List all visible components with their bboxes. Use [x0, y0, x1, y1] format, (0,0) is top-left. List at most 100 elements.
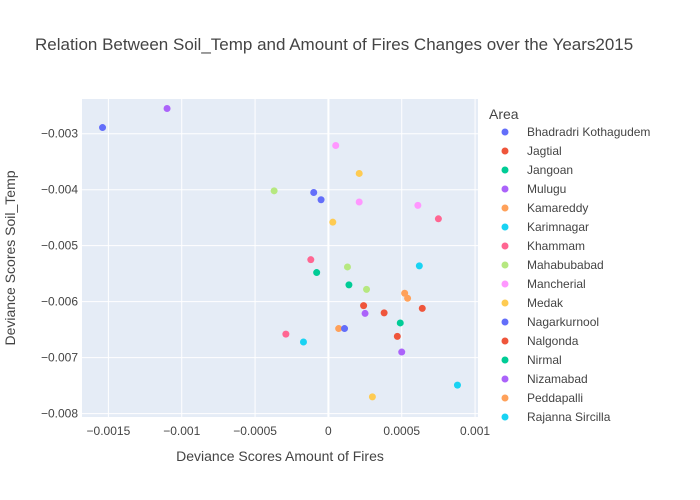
- legend-label: Khammam: [527, 239, 585, 253]
- data-point: [335, 325, 343, 333]
- legend-item[interactable]: Mulugu: [501, 182, 567, 196]
- legend-marker: [501, 242, 509, 250]
- legend-marker: [501, 394, 509, 402]
- legend-item[interactable]: Karimnagar: [501, 220, 590, 234]
- legend-label: Nalgonda: [527, 334, 579, 348]
- legend-marker: [501, 280, 509, 288]
- data-point: [414, 201, 422, 209]
- data-point: [313, 269, 321, 277]
- y-tick-label: −0.004: [41, 183, 78, 197]
- legend-marker: [501, 185, 509, 193]
- data-point: [282, 330, 290, 338]
- legend-item[interactable]: Rajanna Sircilla: [501, 410, 611, 424]
- legend-label: Peddapalli: [527, 391, 583, 405]
- data-point: [355, 198, 363, 206]
- data-point: [393, 332, 401, 340]
- legend-item[interactable]: Mahabubabad: [501, 258, 604, 272]
- legend-marker: [501, 261, 509, 269]
- chart-title: Relation Between Soil_Temp and Amount of…: [35, 35, 633, 54]
- legend-label: Medak: [527, 296, 564, 310]
- data-point: [404, 294, 412, 302]
- data-point: [415, 262, 423, 270]
- data-point: [99, 124, 107, 132]
- y-tick-label: −0.007: [41, 351, 78, 365]
- legend-title: Area: [489, 106, 519, 122]
- data-point: [380, 309, 388, 317]
- data-point: [163, 105, 171, 113]
- x-tick-label: 0.0005: [383, 424, 420, 438]
- legend-label: Nizamabad: [527, 372, 588, 386]
- x-ticks: −0.0015 −0.001 −0.0005 0 0.0005 0.001: [87, 424, 491, 438]
- legend-label: Jagtial: [527, 144, 562, 158]
- x-tick-label: −0.0015: [87, 424, 131, 438]
- legend-item[interactable]: Khammam: [501, 239, 586, 253]
- legend-item[interactable]: Nagarkurnool: [501, 315, 600, 329]
- legend-item[interactable]: Mancherial: [501, 277, 586, 291]
- y-tick-label: −0.006: [41, 295, 78, 309]
- y-tick-label: −0.008: [41, 407, 78, 421]
- legend-marker: [501, 337, 509, 345]
- legend-label: Nagarkurnool: [527, 315, 599, 329]
- legend-marker: [501, 166, 509, 174]
- legend-marker: [501, 223, 509, 231]
- legend-marker: [501, 356, 509, 364]
- data-point: [368, 393, 376, 401]
- legend-marker: [501, 128, 509, 136]
- x-axis-title: Deviance Scores Amount of Fires: [176, 448, 384, 464]
- legend-marker: [501, 318, 509, 326]
- data-point: [343, 263, 351, 271]
- legend-label: Kamareddy: [527, 201, 588, 215]
- data-point: [332, 141, 340, 149]
- legend-label: Bhadradri Kothagudem: [527, 125, 650, 139]
- y-tick-label: −0.003: [41, 127, 78, 141]
- data-point: [398, 348, 406, 356]
- data-point: [360, 302, 368, 310]
- legend-label: Nirmal: [527, 353, 562, 367]
- y-tick-label: −0.005: [41, 239, 78, 253]
- data-point: [299, 338, 307, 346]
- legend-item[interactable]: Medak: [501, 296, 565, 310]
- data-point: [355, 169, 363, 177]
- x-tick-label: −0.001: [163, 424, 200, 438]
- data-point: [418, 304, 426, 312]
- legend-marker: [501, 204, 509, 212]
- y-axis-title: Deviance Scores Soil_Temp: [2, 170, 18, 345]
- data-point: [396, 319, 404, 327]
- data-point: [345, 281, 353, 289]
- legend-item[interactable]: Nirmal: [501, 353, 562, 367]
- legend-label: Mulugu: [527, 182, 566, 196]
- data-point: [329, 218, 337, 226]
- legend-marker: [501, 375, 509, 383]
- legend-item[interactable]: Jangoan: [501, 163, 574, 177]
- data-points: [99, 105, 461, 401]
- legend-label: Mancherial: [527, 277, 586, 291]
- legend-marker: [501, 147, 509, 155]
- data-point: [341, 325, 349, 333]
- x-tick-label: −0.0005: [233, 424, 277, 438]
- legend-item[interactable]: Nalgonda: [501, 334, 579, 348]
- x-tick-label: 0: [325, 424, 332, 438]
- data-point: [453, 381, 461, 389]
- data-point: [434, 215, 442, 223]
- legend-item[interactable]: Nizamabad: [501, 372, 588, 386]
- legend-label: Rajanna Sircilla: [527, 410, 611, 424]
- data-point: [270, 187, 278, 195]
- data-point: [363, 285, 371, 293]
- legend[interactable]: Bhadradri Kothagudem Jagtial Jangoan Mulugu…: [501, 125, 651, 424]
- legend-item[interactable]: Jagtial: [501, 144, 562, 158]
- data-point: [317, 196, 325, 204]
- y-ticks: −0.003 −0.004 −0.005 −0.006 −0.007 −0.008: [41, 127, 78, 421]
- legend-item[interactable]: Bhadradri Kothagudem: [501, 125, 651, 139]
- legend-item[interactable]: Peddapalli: [501, 391, 584, 405]
- data-point: [361, 309, 369, 317]
- legend-label: Jangoan: [527, 163, 573, 177]
- legend-item[interactable]: Kamareddy: [501, 201, 589, 215]
- plot-area: [82, 99, 478, 417]
- x-tick-label: 0.001: [460, 424, 490, 438]
- legend-label: Mahabubabad: [527, 258, 604, 272]
- data-point: [307, 256, 315, 264]
- legend-label: Karimnagar: [527, 220, 589, 234]
- data-point: [310, 188, 318, 196]
- legend-marker: [501, 413, 509, 421]
